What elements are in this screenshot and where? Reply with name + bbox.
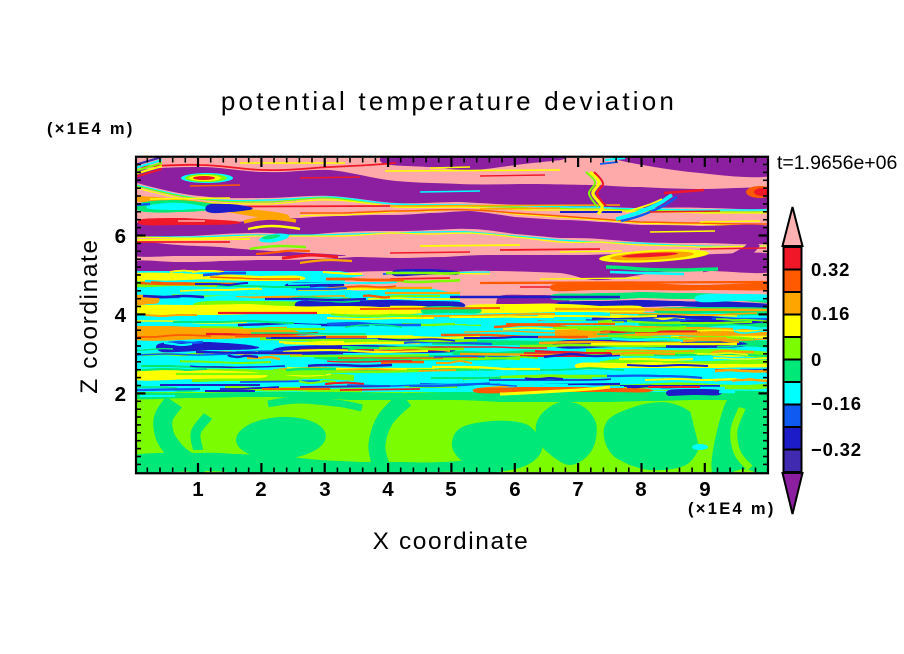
svg-text:0.32: 0.32 bbox=[811, 259, 850, 280]
svg-text:−0.16: −0.16 bbox=[811, 393, 862, 414]
svg-text:3: 3 bbox=[319, 478, 330, 501]
svg-text:X coordinate: X coordinate bbox=[373, 528, 530, 555]
svg-text:2: 2 bbox=[115, 383, 126, 406]
svg-text:0: 0 bbox=[811, 349, 822, 370]
svg-text:1: 1 bbox=[192, 478, 203, 501]
svg-text:4: 4 bbox=[382, 478, 394, 501]
svg-text:9: 9 bbox=[699, 478, 710, 501]
svg-text:6: 6 bbox=[115, 225, 126, 248]
svg-text:0.16: 0.16 bbox=[811, 303, 850, 324]
svg-text:6: 6 bbox=[509, 478, 520, 501]
svg-text:2: 2 bbox=[255, 478, 266, 501]
svg-text:8: 8 bbox=[635, 478, 646, 501]
svg-text:(×1E4 m): (×1E4 m) bbox=[47, 120, 135, 138]
svg-text:potential temperature deviatio: potential temperature deviation bbox=[221, 86, 677, 116]
svg-text:t=1.9656e+06: t=1.9656e+06 bbox=[777, 152, 897, 174]
svg-text:7: 7 bbox=[572, 478, 583, 501]
svg-text:(×1E4 m): (×1E4 m) bbox=[688, 500, 776, 518]
svg-text:Z coordinate: Z coordinate bbox=[76, 238, 103, 393]
svg-text:−0.32: −0.32 bbox=[811, 439, 862, 460]
svg-text:5: 5 bbox=[445, 478, 456, 501]
svg-text:4: 4 bbox=[115, 304, 127, 327]
